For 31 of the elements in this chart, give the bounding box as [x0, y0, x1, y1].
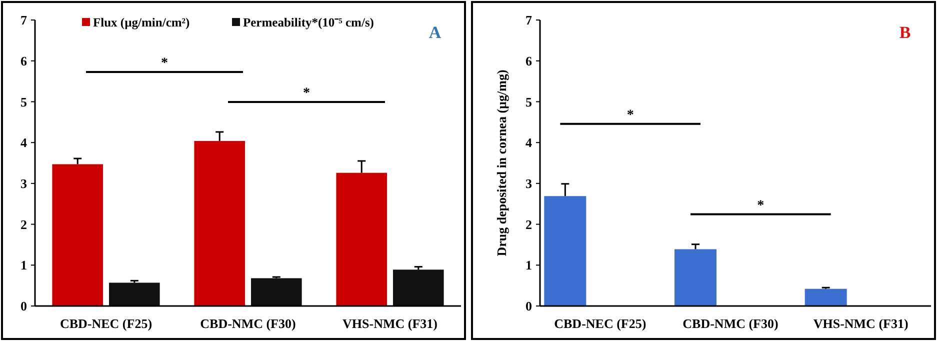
x-tick-label: VHS-NMC (F31): [813, 316, 908, 331]
y-tick-label: 7: [526, 12, 532, 28]
annotation: B: [899, 23, 911, 42]
x-tick-label: CBD-NEC (F25): [60, 316, 152, 331]
y-tick-label: 0: [526, 298, 532, 314]
legend-label: Permeability*(10⁻⁵ cm/s): [243, 15, 374, 30]
y-tick-label: 7: [20, 12, 28, 28]
y-tick-label: 2: [526, 216, 532, 232]
y-tick-label: 1: [526, 258, 532, 273]
y-tick-label: 4: [20, 135, 28, 150]
y-tick-label: 3: [20, 176, 28, 191]
y-tick-label: 0: [20, 298, 27, 314]
y-tick-label: 2: [20, 216, 27, 232]
y-tick-label: 5: [20, 94, 28, 110]
annotation: *: [303, 86, 310, 101]
x-tick-label: CBD-NMC (F30): [682, 316, 778, 331]
y-tick-label: 1: [20, 258, 27, 273]
y-tick-label: 6: [526, 53, 532, 68]
y-tick-label: 4: [526, 135, 532, 150]
annotation: *: [626, 108, 634, 123]
legend-label: Flux (µg/min/cm²): [93, 15, 190, 30]
x-tick-label: CBD-NMC (F30): [200, 316, 296, 331]
annotation: *: [161, 56, 168, 71]
annotation: *: [757, 198, 764, 214]
x-tick-label: VHS-NMC (F31): [342, 316, 438, 331]
annotation: A: [428, 23, 442, 42]
y-axis-title: Drug deposited in cornea (µg/mg): [494, 70, 509, 256]
y-tick-label: 3: [526, 176, 532, 191]
y-tick-label: 5: [526, 94, 532, 110]
y-tick-label: 6: [20, 53, 28, 68]
x-tick-label: CBD-NEC (F25): [554, 316, 646, 331]
